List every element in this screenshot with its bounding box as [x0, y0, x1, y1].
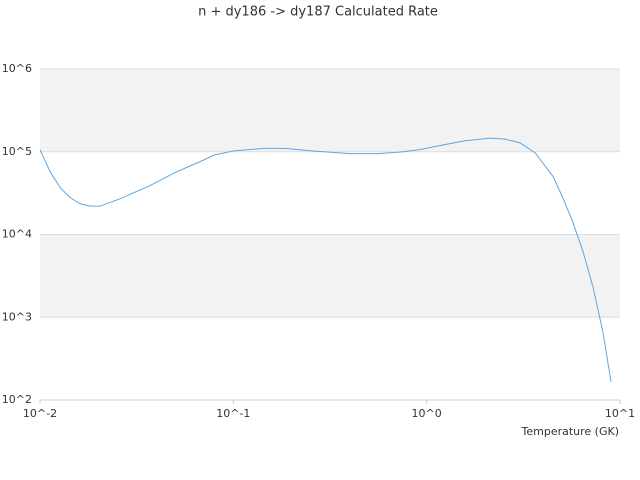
x-tick-label: 10^0 [412, 407, 442, 420]
grid-band [40, 69, 620, 152]
chart-title: n + dy186 -> dy187 Calculated Rate [198, 5, 438, 20]
grid-band [40, 234, 620, 318]
x-tick-label: 10^-1 [216, 407, 250, 420]
y-tick-label: 10^5 [2, 145, 32, 158]
x-tick-label: 10^1 [605, 407, 635, 420]
x-tick-label: 10^-2 [23, 407, 57, 420]
series-line [39, 137, 612, 382]
x-axis-label: Temperature (GK) [521, 425, 620, 438]
y-tick-label: 10^2 [2, 393, 32, 406]
y-tick-label: 10^6 [2, 62, 32, 75]
y-tick-label: 10^4 [2, 228, 32, 241]
y-tick-label: 10^3 [2, 310, 32, 323]
